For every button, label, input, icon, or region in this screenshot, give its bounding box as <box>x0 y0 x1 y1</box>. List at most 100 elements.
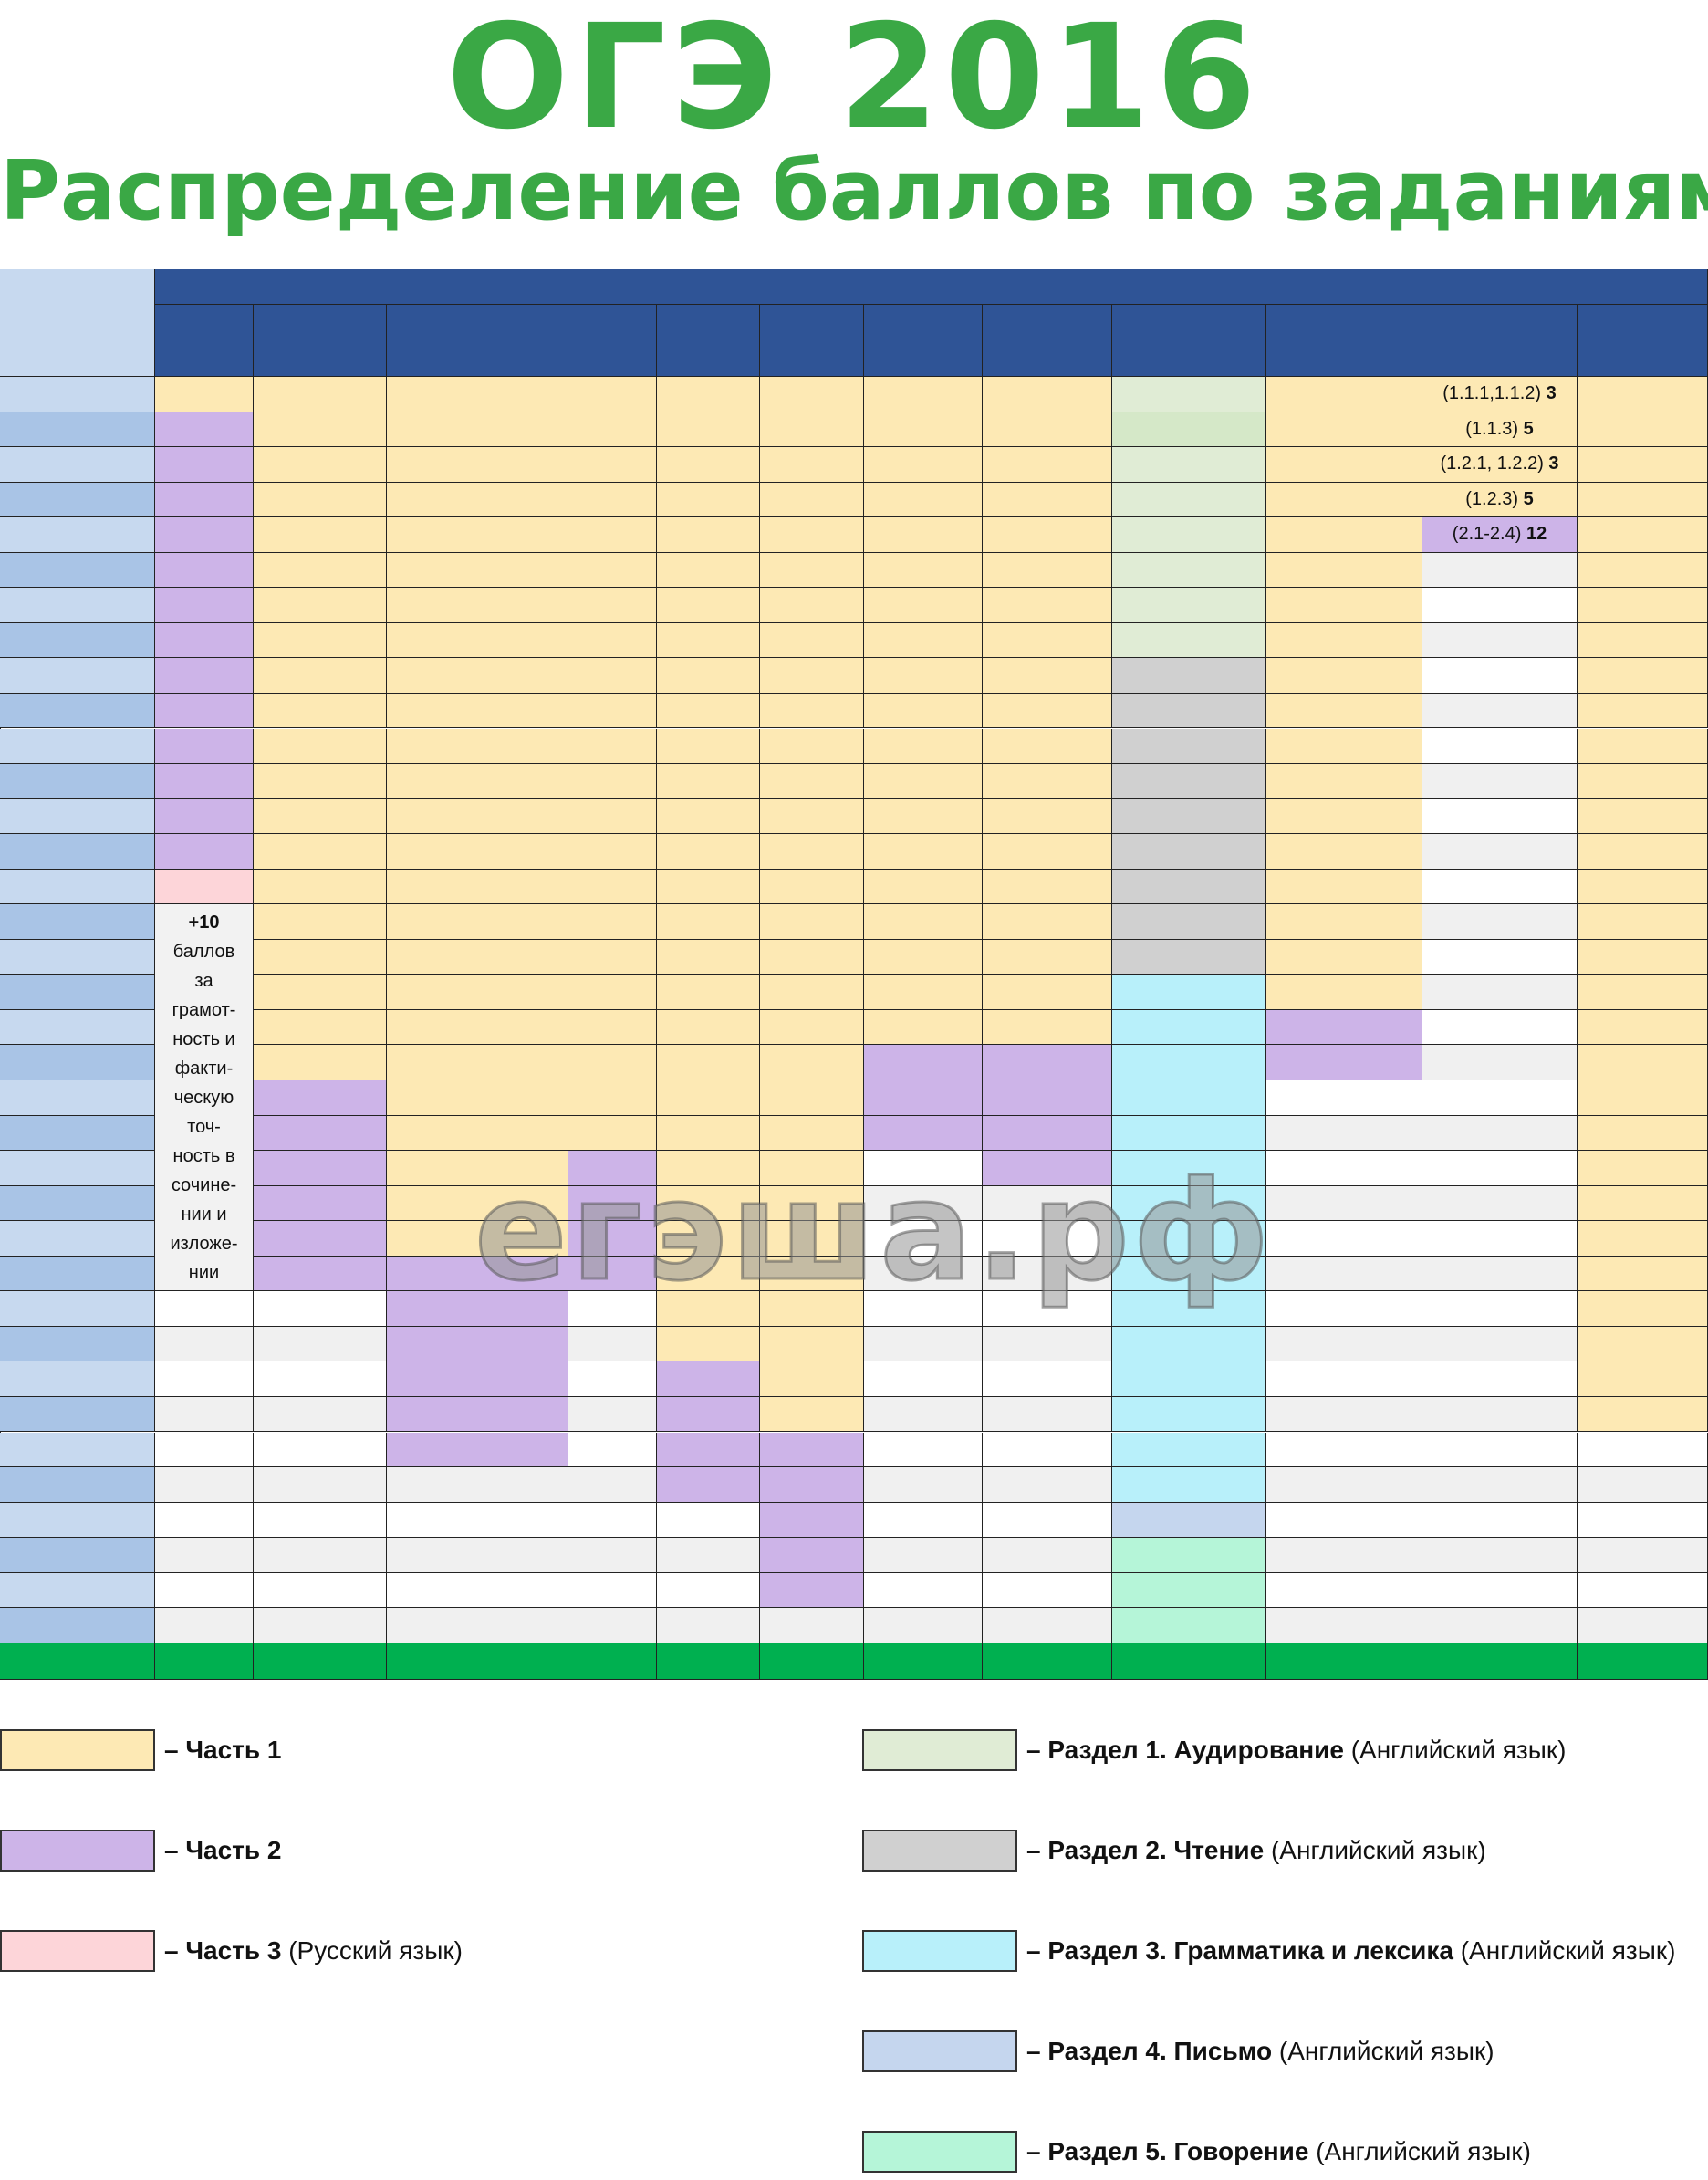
score-cell <box>760 869 864 905</box>
empty-cell <box>387 1572 568 1609</box>
empty-cell <box>864 1538 983 1573</box>
legend-swatch <box>862 1930 1017 1972</box>
score-cell <box>864 517 983 553</box>
score-cell <box>254 728 387 765</box>
score-cell <box>983 1080 1112 1116</box>
score-cell <box>387 447 568 483</box>
empty-cell <box>568 1608 657 1643</box>
score-cell <box>387 1009 568 1046</box>
score-cell <box>1578 869 1708 905</box>
score-cell <box>760 1396 864 1433</box>
score-cell <box>657 1256 760 1292</box>
score-cell <box>1266 798 1422 835</box>
score-cell <box>387 975 568 1010</box>
score-cell <box>1266 693 1422 729</box>
score-cell <box>155 798 254 835</box>
score-cell <box>983 1009 1112 1046</box>
score-cell <box>387 1080 568 1116</box>
empty-cell <box>1422 1151 1578 1186</box>
empty-cell <box>568 1572 657 1609</box>
score-cell <box>1578 764 1708 799</box>
score-cell: (1.1.3) 5 <box>1422 412 1578 448</box>
score-cell <box>568 482 657 518</box>
score-cell <box>254 939 387 975</box>
empty-cell <box>155 1538 254 1573</box>
literature-criteria: (2.1-2.4) <box>1452 524 1526 545</box>
score-cell <box>1112 1115 1266 1152</box>
score-cell <box>254 834 387 870</box>
score-cell <box>1578 1326 1708 1362</box>
score-cell <box>254 1221 387 1257</box>
score-cell <box>657 377 760 412</box>
grammar-note-line: +10 <box>188 912 220 933</box>
empty-cell <box>1422 1256 1578 1292</box>
score-cell <box>983 588 1112 623</box>
empty-cell <box>983 1185 1112 1222</box>
score-cell <box>864 412 983 448</box>
empty-cell <box>155 1361 254 1397</box>
literature-criteria: (1.2.1, 1.2.2) <box>1440 454 1549 475</box>
legend-label: – Часть 1 <box>164 1736 282 1764</box>
score-cell <box>568 904 657 940</box>
grammar-note-line: нии <box>188 1262 220 1283</box>
score-cell <box>864 1115 983 1152</box>
empty-cell <box>155 1467 254 1503</box>
score-cell <box>568 693 657 729</box>
empty-cell <box>387 1467 568 1503</box>
score-cell <box>864 377 983 412</box>
score-cell <box>760 693 864 729</box>
score-cell <box>155 658 254 694</box>
score-cell <box>254 517 387 553</box>
score-cell <box>864 447 983 483</box>
empty-cell <box>983 1396 1112 1433</box>
score-cell <box>1266 447 1422 483</box>
row-number <box>0 1080 155 1116</box>
score-cell <box>155 728 254 765</box>
score-cell <box>983 693 1112 729</box>
score-cell <box>760 1185 864 1222</box>
score-cell <box>657 1396 760 1433</box>
page-title: ОГЭ 2016 <box>446 0 1262 162</box>
empty-cell <box>387 1538 568 1573</box>
header-subject <box>387 305 568 377</box>
score-cell <box>983 447 1112 483</box>
empty-cell <box>864 1326 983 1362</box>
score-cell <box>657 1115 760 1152</box>
empty-cell <box>864 1467 983 1503</box>
score-cell <box>1266 834 1422 870</box>
literature-points: 5 <box>1523 488 1534 509</box>
score-cell <box>254 1115 387 1152</box>
score-cell <box>1578 412 1708 448</box>
legend-swatch <box>862 2131 1017 2173</box>
legend-label: – Раздел 5. Говорение (Английский язык) <box>1026 2137 1531 2165</box>
score-cell <box>983 975 1112 1010</box>
score-cell <box>568 588 657 623</box>
empty-cell <box>1422 1361 1578 1397</box>
score-cell <box>387 764 568 799</box>
score-cell <box>657 1432 760 1468</box>
empty-cell <box>983 1432 1112 1468</box>
score-cell <box>1578 517 1708 553</box>
score-cell <box>760 1221 864 1257</box>
header-subject <box>983 305 1112 377</box>
score-cell <box>155 482 254 518</box>
score-cell <box>1112 1502 1266 1539</box>
score-cell <box>1112 834 1266 870</box>
header-subject <box>254 305 387 377</box>
score-cell <box>387 377 568 412</box>
literature-criteria: (1.1.1,1.1.2) <box>1442 383 1547 404</box>
score-cell <box>1578 1080 1708 1116</box>
score-cell <box>1112 1221 1266 1257</box>
score-cell <box>155 412 254 448</box>
score-cell <box>568 552 657 589</box>
score-cell <box>760 658 864 694</box>
score-cell <box>568 1185 657 1222</box>
total-cell <box>1112 1643 1266 1680</box>
score-cell <box>568 658 657 694</box>
score-cell <box>1266 939 1422 975</box>
score-cell <box>1112 377 1266 412</box>
grammar-note-line: ческую <box>173 1087 234 1108</box>
score-cell <box>1266 975 1422 1010</box>
score-cell <box>1112 1572 1266 1609</box>
empty-cell <box>1422 693 1578 729</box>
